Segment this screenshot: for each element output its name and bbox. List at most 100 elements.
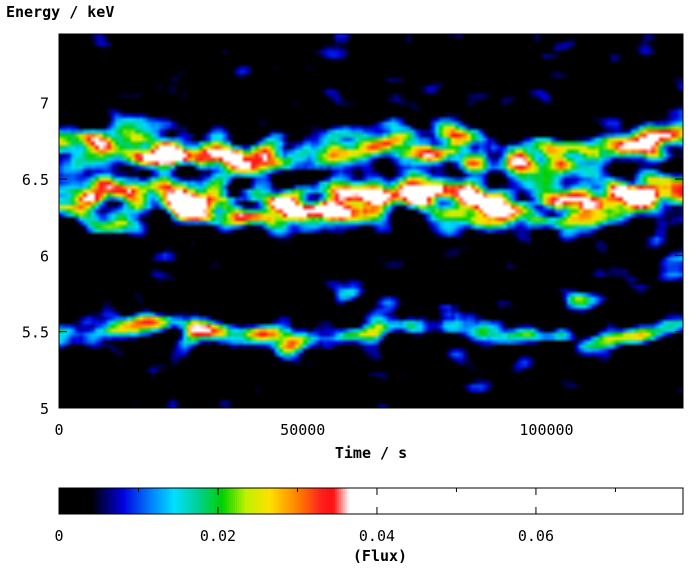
colorbar-swatch [255,488,258,514]
colorbar-swatch [535,488,538,514]
colorbar-swatch [87,488,90,514]
colorbar-swatch [67,488,70,514]
colorbar-label: (Flux) [353,547,407,565]
colorbar-swatch [557,488,560,514]
colorbar-swatch [665,488,668,514]
colorbar-swatch [541,488,544,514]
colorbar-swatch [281,488,284,514]
colorbar-swatch [307,488,310,514]
colorbar-swatch [491,488,494,514]
colorbar-swatch [283,488,286,514]
colorbar-frame [58,487,684,515]
heatmap-image [59,34,683,408]
colorbar-swatch [455,488,458,514]
colorbar-swatch [133,488,136,514]
colorbar-swatch [425,488,428,514]
colorbar-swatch [563,488,566,514]
colorbar-swatch [513,488,516,514]
colorbar-swatch [551,488,554,514]
colorbar-swatch [153,488,156,514]
colorbar-swatch [543,488,546,514]
colorbar-swatch [173,488,176,514]
colorbar-swatch [135,488,138,514]
colorbar-swatch [461,488,464,514]
colorbar-swatch [267,488,270,514]
colorbar-swatch [485,488,488,514]
colorbar-swatch [649,488,652,514]
colorbar-swatch [413,488,416,514]
colorbar-swatch [459,488,462,514]
colorbar-swatch [577,488,580,514]
colorbar-swatch [311,488,314,514]
colorbar-swatch [119,488,122,514]
colorbar-swatch [299,488,302,514]
colorbar-swatch [125,488,128,514]
colorbar-swatch [553,488,556,514]
colorbar-swatch [487,488,490,514]
y-tick-label: 6.5 [22,171,49,189]
x-axis-title: Time / s [335,444,407,462]
colorbar-tick-label: 0 [54,527,63,545]
colorbar-swatch [423,488,426,514]
colorbar-swatch [607,488,610,514]
colorbar-swatch [525,488,528,514]
colorbar-swatch [647,488,650,514]
colorbar-swatch [349,488,352,514]
colorbar-swatch [329,488,332,514]
colorbar-swatch [175,488,178,514]
colorbar-swatch [343,488,346,514]
colorbar-swatch [583,488,586,514]
colorbar-swatch [227,488,230,514]
colorbar-swatch [581,488,584,514]
colorbar-swatch [605,488,608,514]
colorbar-swatch [141,488,144,514]
colorbar-swatch [205,488,208,514]
colorbar-swatch [569,488,572,514]
colorbar-swatch [359,488,362,514]
colorbar-swatch [441,488,444,514]
colorbar-swatch [273,488,276,514]
colorbar-swatch [187,488,190,514]
colorbar-swatch [465,488,468,514]
colorbar-swatch [259,488,262,514]
colorbar-swatch [527,488,530,514]
colorbar-swatch [365,488,368,514]
colorbar-tick-label: 0.04 [359,527,395,545]
colorbar-swatch [331,488,334,514]
colorbar-swatch [615,488,618,514]
colorbar-swatch [91,488,94,514]
colorbar-swatch [621,488,624,514]
colorbar-swatch [421,488,424,514]
colorbar-swatch [73,488,76,514]
colorbar-swatch [201,488,204,514]
colorbar-swatch [263,488,266,514]
colorbar-swatch [215,488,218,514]
colorbar-swatch [595,488,598,514]
x-tick-label: 0 [54,421,63,439]
colorbar-swatch [635,488,638,514]
colorbar-swatch [327,488,330,514]
colorbar-swatch [197,488,200,514]
colorbar-swatch [529,488,532,514]
colorbar-swatch [63,488,66,514]
colorbar-swatch [211,488,214,514]
colorbar-swatch [149,488,152,514]
colorbar-swatch [323,488,326,514]
colorbar-swatch [433,488,436,514]
plot-frame [58,33,684,409]
colorbar-swatch [143,488,146,514]
colorbar-swatch [189,488,192,514]
colorbar-swatch [191,488,194,514]
colorbar-swatch [275,488,278,514]
colorbar-axis: 0 0.02 0.04 0.06 [54,488,616,545]
colorbar-swatch [241,488,244,514]
colorbar-swatch [81,488,84,514]
y-tick-label: 5 [40,400,49,418]
colorbar-swatch [409,488,412,514]
colorbar-swatch [661,488,664,514]
colorbar-swatch [573,488,576,514]
colorbar-swatch [599,488,602,514]
colorbar-swatch [559,488,562,514]
colorbar-swatch [209,488,212,514]
